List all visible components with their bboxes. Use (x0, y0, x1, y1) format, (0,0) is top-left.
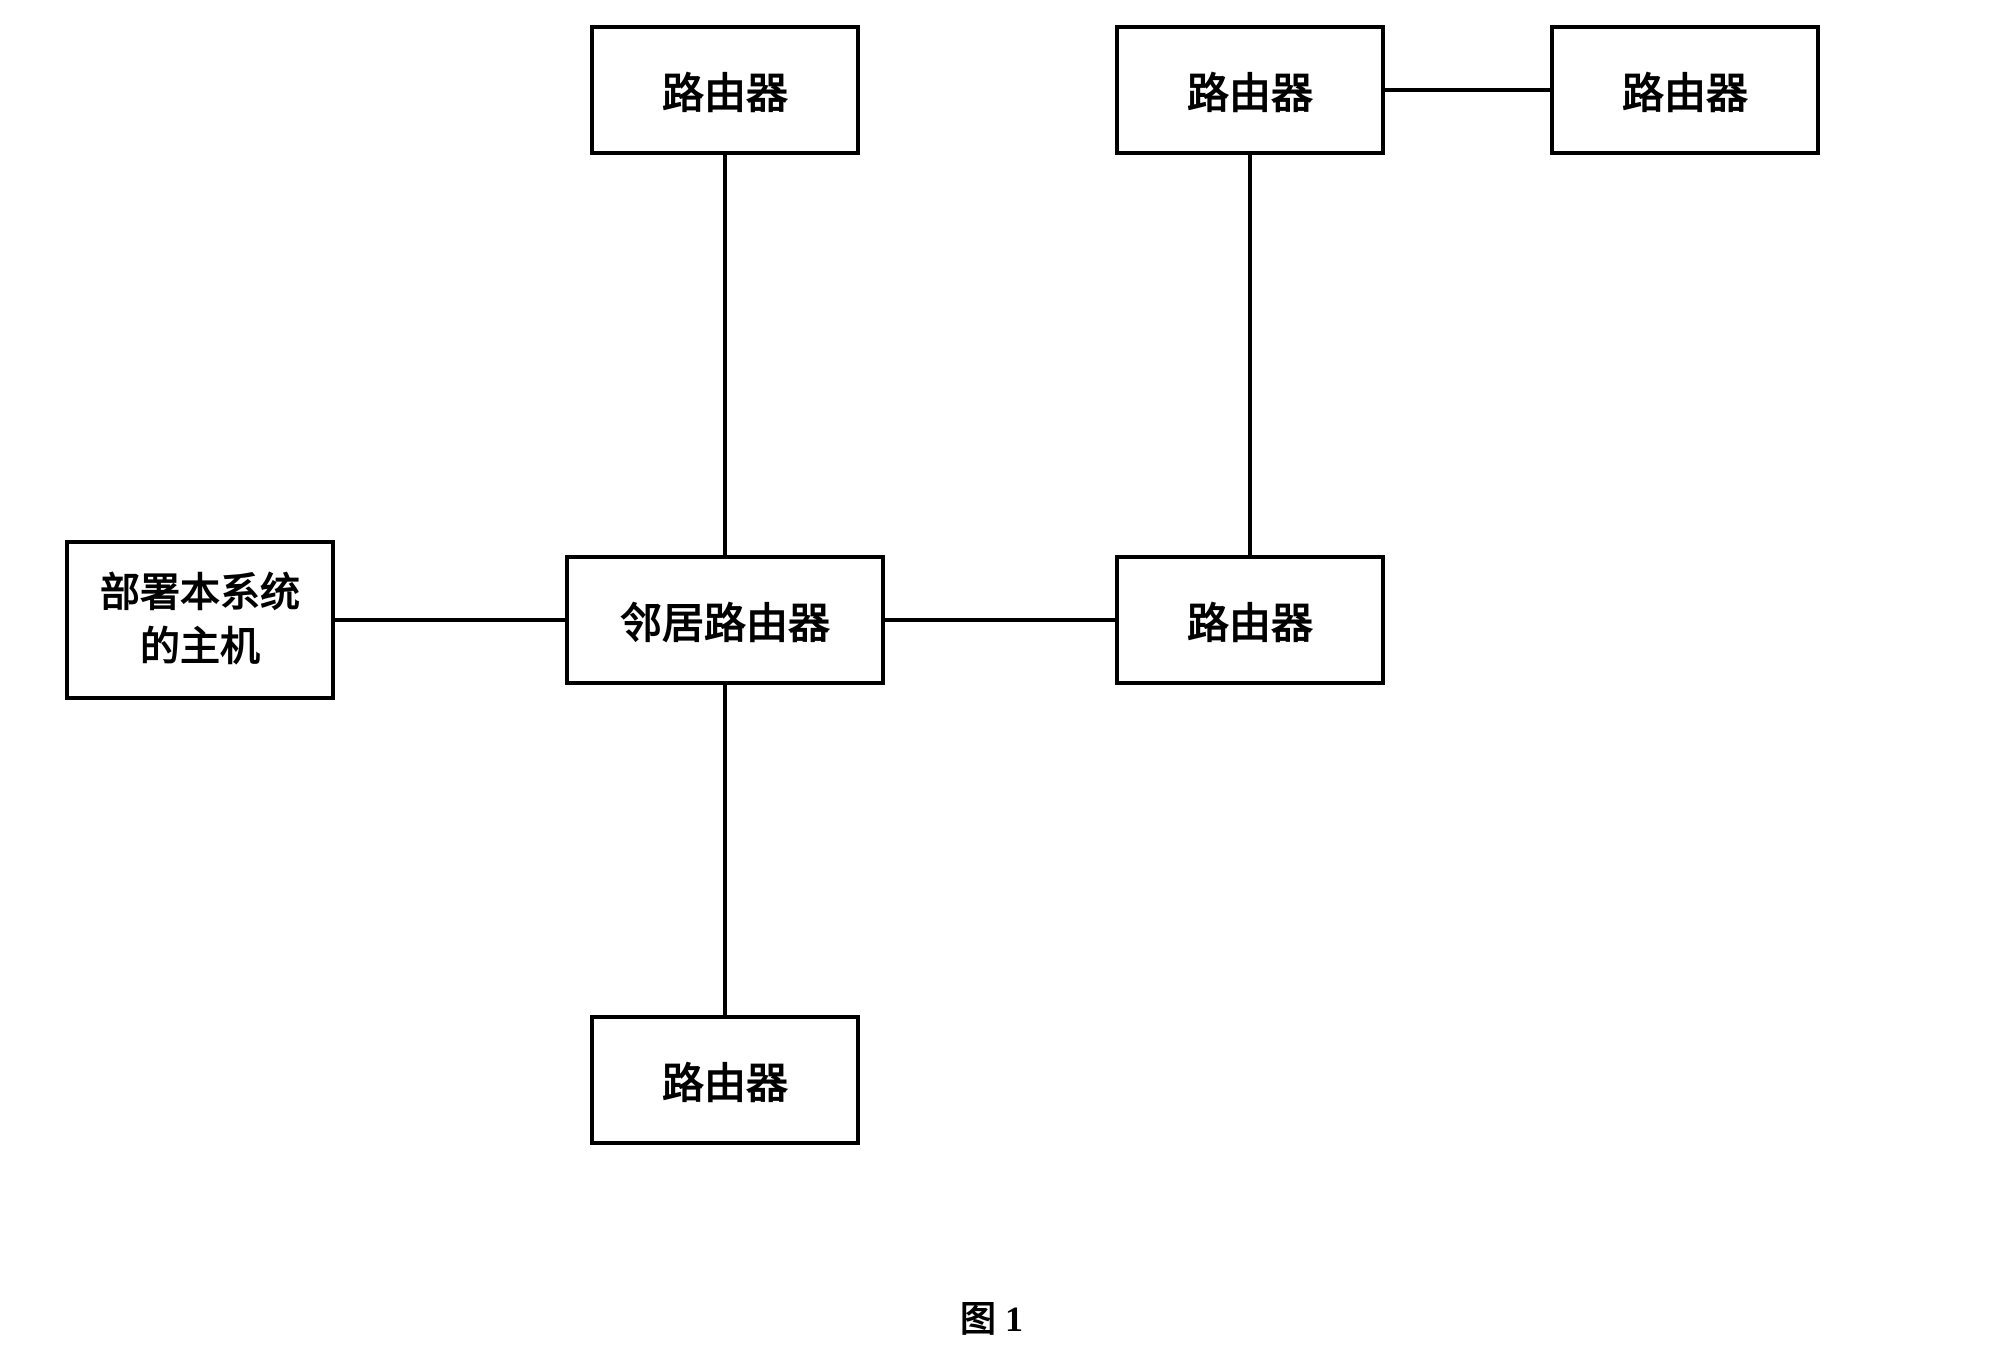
edge-neighbor-right (885, 618, 1115, 622)
node-router-bottom-label: 路由器 (662, 1050, 788, 1111)
figure-caption: 图 1 (960, 1290, 1023, 1342)
node-router-top-right: 路由器 (1115, 25, 1385, 155)
node-host: 部署本系统的主机 (65, 540, 335, 700)
node-router-far-right: 路由器 (1550, 25, 1820, 155)
network-diagram: 部署本系统的主机 邻居路由器 路由器 路由器 路由器 路由器 路由器 图 1 (0, 0, 2005, 1362)
node-router-top-right-label: 路由器 (1187, 60, 1313, 121)
figure-caption-text: 图 1 (960, 1299, 1023, 1339)
node-neighbor-router: 邻居路由器 (565, 555, 885, 685)
node-neighbor-router-label: 邻居路由器 (620, 590, 830, 651)
edge-neighbor-top (723, 155, 727, 555)
edge-host-neighbor (335, 618, 565, 622)
edge-topright-farright (1385, 88, 1550, 92)
node-router-bottom: 路由器 (590, 1015, 860, 1145)
node-router-top: 路由器 (590, 25, 860, 155)
node-router-right-label: 路由器 (1187, 590, 1313, 651)
edge-neighbor-bottom (723, 685, 727, 1015)
node-router-top-label: 路由器 (662, 60, 788, 121)
node-router-right: 路由器 (1115, 555, 1385, 685)
node-host-label: 部署本系统的主机 (100, 566, 300, 674)
node-router-far-right-label: 路由器 (1622, 60, 1748, 121)
edge-right-topright (1248, 155, 1252, 555)
